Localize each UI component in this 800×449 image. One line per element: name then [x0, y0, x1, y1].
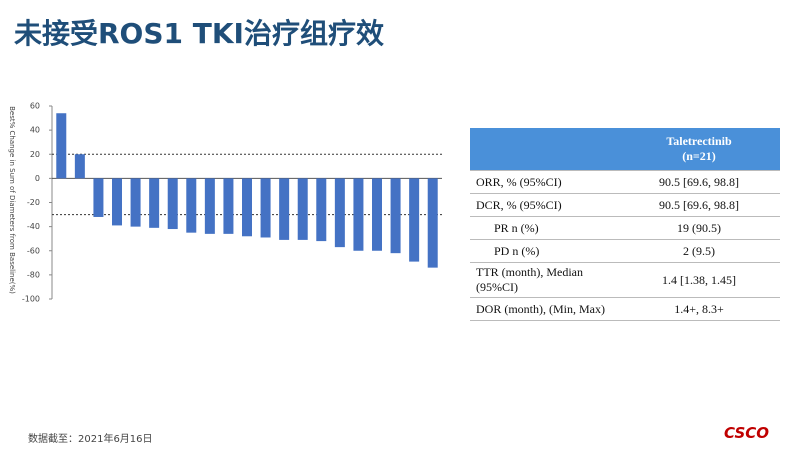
y-tick-label: -80 [27, 270, 40, 279]
bar [93, 178, 104, 217]
row-value: 2 (9.5) [618, 239, 780, 263]
bar [427, 178, 438, 268]
logo: CSCO [724, 424, 770, 442]
y-tick-label: -60 [27, 246, 40, 255]
bar [390, 178, 401, 254]
y-axis-label: Best% Change in Sum of Diameters from Ba… [8, 106, 16, 294]
table-header-row: Taletrectinib (n=21) [470, 128, 780, 171]
bar [353, 178, 364, 251]
header-line: (n=21) [682, 149, 716, 163]
bar [56, 113, 67, 179]
table-row: DOR (month), (Min, Max) 1.4+, 8.3+ [470, 297, 780, 321]
footnote: 数据截至：2021年6月16日 [28, 434, 153, 445]
bar [334, 178, 345, 248]
table-row: PR n (%) 19 (90.5) [470, 216, 780, 240]
row-label: PR n (%) [470, 216, 618, 240]
table-row: PD n (%) 2 (9.5) [470, 239, 780, 263]
bar [242, 178, 252, 237]
row-value: 19 (90.5) [618, 216, 780, 240]
bar [223, 178, 234, 234]
table-row: TTR (month), Median (95%CI) 1.4 [1.38, 1.… [470, 262, 780, 298]
row-value: 1.4 [1.38, 1.45] [618, 262, 780, 298]
bar [167, 178, 178, 230]
table-header-cell: Taletrectinib (n=21) [618, 128, 780, 171]
row-value: 1.4+, 8.3+ [618, 297, 780, 321]
chart: Best% Change in Sum of Diameters from Ba… [8, 102, 442, 304]
y-tick-label: 60 [30, 102, 40, 111]
bar [186, 178, 197, 233]
bar [112, 178, 122, 226]
results-table: Taletrectinib (n=21) ORR, % (95%CI) 90.5 [6… [470, 128, 780, 321]
y-tick-label: -100 [22, 295, 40, 304]
bar [372, 178, 382, 251]
y-tick-label: 40 [30, 126, 40, 135]
bar [409, 178, 420, 262]
bar [279, 178, 290, 240]
bar [204, 178, 215, 234]
bar [149, 178, 160, 228]
table-header-cell [470, 128, 618, 171]
y-tick-label: 0 [35, 174, 40, 183]
bar [130, 178, 141, 227]
bar [297, 178, 308, 240]
bar [260, 178, 271, 238]
y-tick-label: -40 [27, 222, 40, 231]
table-row: DCR, % (95%CI) 90.5 [69.6, 98.8] [470, 193, 780, 217]
y-tick-label: -20 [27, 198, 40, 207]
row-label: PD n (%) [470, 239, 618, 263]
row-label: DOR (month), (Min, Max) [470, 297, 618, 321]
bar [74, 154, 85, 179]
y-tick-label: 20 [30, 150, 40, 159]
table-row: ORR, % (95%CI) 90.5 [69.6, 98.8] [470, 170, 780, 194]
bar [316, 178, 327, 242]
row-label: TTR (month), Median (95%CI) [470, 262, 618, 298]
row-label: ORR, % (95%CI) [470, 170, 618, 194]
row-value: 90.5 [69.6, 98.8] [618, 170, 780, 194]
row-label: DCR, % (95%CI) [470, 193, 618, 217]
header-line: Taletrectinib [666, 134, 732, 148]
row-value: 90.5 [69.6, 98.8] [618, 193, 780, 217]
slide-title: 未接受ROS1 TKI治疗组疗效 [14, 17, 384, 50]
